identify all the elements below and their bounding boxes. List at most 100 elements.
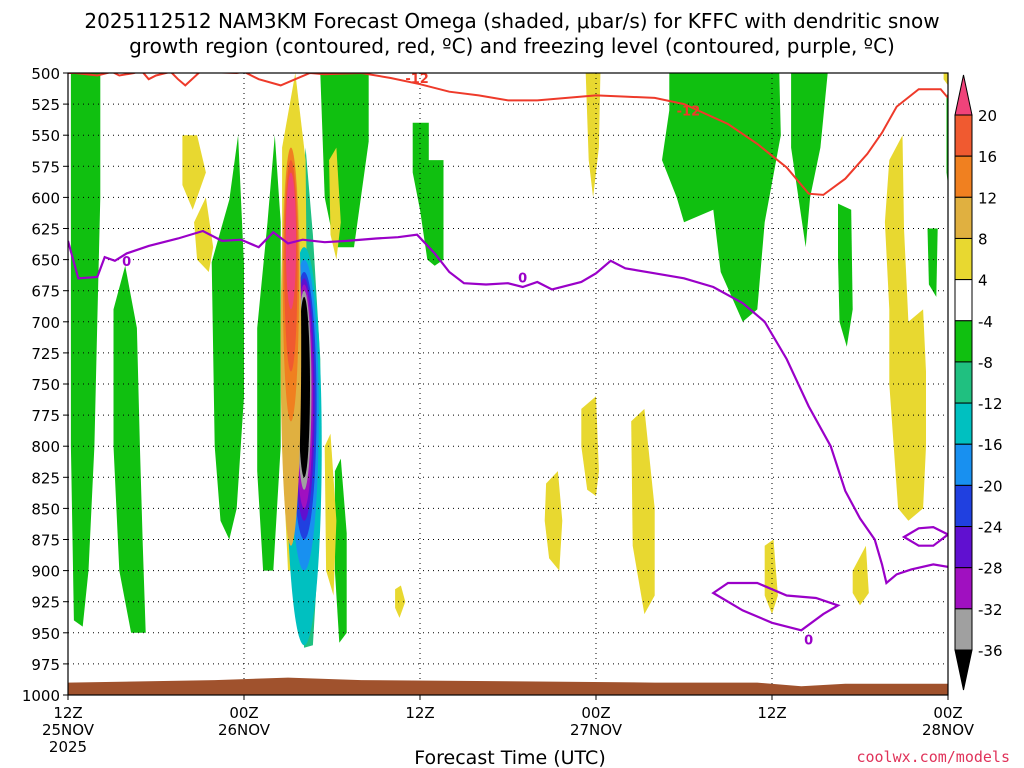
omega-region-down-l xyxy=(884,135,926,521)
y-tick-label: 975 xyxy=(31,656,60,674)
colorbar-segment xyxy=(954,484,973,528)
freezing-level-label: 0 xyxy=(804,633,813,648)
colorbar-segment xyxy=(954,320,973,363)
colorbar-label: 4 xyxy=(978,272,988,290)
y-tick-label: 950 xyxy=(31,625,60,643)
colorbar-segment xyxy=(954,443,973,486)
y-tick-label: 850 xyxy=(31,500,60,518)
omega-region-down-d xyxy=(395,585,406,618)
omega-region-down-h xyxy=(544,471,563,571)
y-tick-label: 575 xyxy=(31,158,60,176)
omega-region-up-a xyxy=(70,73,101,627)
x-tick-label: 00Z xyxy=(581,704,610,722)
colorbar-segment xyxy=(954,361,973,404)
chart-title-line1: 2025112512 NAM3KM Forecast Omega (shaded… xyxy=(84,9,939,33)
colorbar-segment xyxy=(954,279,973,322)
colorbar-label: -28 xyxy=(978,560,1003,578)
colorbar-segment xyxy=(954,196,973,239)
terrain xyxy=(68,677,948,695)
colorbar-label: -20 xyxy=(978,477,1003,495)
y-tick-label: 600 xyxy=(31,189,60,207)
x-tick-label: 00Z xyxy=(933,704,962,722)
y-tick-label: 675 xyxy=(31,283,60,301)
dgz-label: -12 xyxy=(405,72,429,87)
omega-region-up-b xyxy=(113,265,146,633)
y-tick-label: 825 xyxy=(31,469,60,487)
colorbar-label: -8 xyxy=(978,354,993,372)
colorbar-segment xyxy=(954,155,973,198)
omega-region-up-j xyxy=(838,203,853,347)
y-tick-label: 525 xyxy=(31,96,60,114)
y-tick-label: 700 xyxy=(31,314,60,332)
y-tick-label: 750 xyxy=(31,376,60,394)
x-tick-label: 12Z xyxy=(405,704,434,722)
x-tick-label: 2025 xyxy=(49,738,87,756)
freezing-level-closed-contour xyxy=(711,581,841,632)
colorbar-label: -16 xyxy=(978,436,1003,454)
colorbar-label: 8 xyxy=(978,230,988,248)
colorbar-segment xyxy=(954,567,973,610)
x-tick-label: 27NOV xyxy=(570,721,623,739)
y-tick-label: 925 xyxy=(31,594,60,612)
dgz-minus12-contour xyxy=(68,73,948,196)
colorbar-label: -12 xyxy=(978,395,1003,413)
x-tick-label: 25NOV xyxy=(42,721,95,739)
colorbar-segment xyxy=(954,237,973,281)
omega-region-up-h xyxy=(662,73,781,322)
omega-region-up-c xyxy=(211,135,244,540)
colorbar-top-arrow xyxy=(954,74,973,116)
freezing-level-label: 0 xyxy=(518,271,527,286)
contours: 0 0 0 -12 -12 xyxy=(68,72,948,648)
colorbar: 20 16 12 8 4 -4 -8 -12 -16 -20 -24 -28 -32 -36 xyxy=(954,74,1003,691)
freezing-level-contour xyxy=(68,229,948,585)
omega-shading xyxy=(70,73,948,648)
terrain-fill xyxy=(68,677,948,695)
x-tick-label: 26NOV xyxy=(218,721,271,739)
omega-region-down-m xyxy=(943,73,948,86)
colorbar-segment xyxy=(954,526,973,569)
y-tick-label: 800 xyxy=(31,438,60,456)
omega-region-down-a xyxy=(182,135,206,210)
y-tick-label: 625 xyxy=(31,221,60,239)
dgz-label: -12 xyxy=(677,105,701,120)
y-tick-label: 1000 xyxy=(22,687,60,705)
omega-region-down-j xyxy=(764,539,778,615)
colorbar-label: 20 xyxy=(978,107,997,125)
colorbar-label: 16 xyxy=(978,148,997,166)
x-tick-label: 12Z xyxy=(53,704,82,722)
colorbar-label: -36 xyxy=(978,642,1003,660)
colorbar-label: -24 xyxy=(978,519,1003,537)
omega-sinking-core-band xyxy=(285,172,297,310)
x-tick-label: 28NOV xyxy=(922,721,975,739)
omega-region-down-g xyxy=(581,396,599,496)
omega-region-up-i xyxy=(791,73,828,248)
omega-region-down-k xyxy=(852,545,869,606)
omega-region-down-c xyxy=(324,433,337,596)
y-tick-label: 775 xyxy=(31,407,60,425)
credit-text: coolwx.com/models xyxy=(856,748,1010,766)
chart-title-line2: growth region (contoured, red, ºC) and f… xyxy=(129,34,895,58)
y-tick-label: 875 xyxy=(31,532,60,550)
y-tick-label: 650 xyxy=(31,252,60,270)
x-tick-label: 00Z xyxy=(229,704,258,722)
y-tick-label: 900 xyxy=(31,563,60,581)
colorbar-label: -32 xyxy=(978,601,1003,619)
y-tick-label: 550 xyxy=(31,127,60,145)
x-axis-label: Forecast Time (UTC) xyxy=(414,747,605,768)
omega-region-down-i xyxy=(631,408,655,615)
colorbar-label: 12 xyxy=(978,189,997,207)
colorbar-bottom-arrow xyxy=(954,649,973,691)
colorbar-segment xyxy=(954,114,973,157)
x-tick-label: 12Z xyxy=(757,704,786,722)
omega-rising-core-band xyxy=(298,296,310,478)
omega-region-down-f xyxy=(194,197,214,272)
omega-region-up-k xyxy=(927,228,938,297)
colorbar-segment xyxy=(954,402,973,445)
colorbar-segment xyxy=(954,608,973,651)
freezing-level-label: 0 xyxy=(122,255,131,270)
y-tick-label: 725 xyxy=(31,345,60,363)
colorbar-label: -4 xyxy=(978,313,993,331)
omega-region-up-f xyxy=(334,458,347,643)
